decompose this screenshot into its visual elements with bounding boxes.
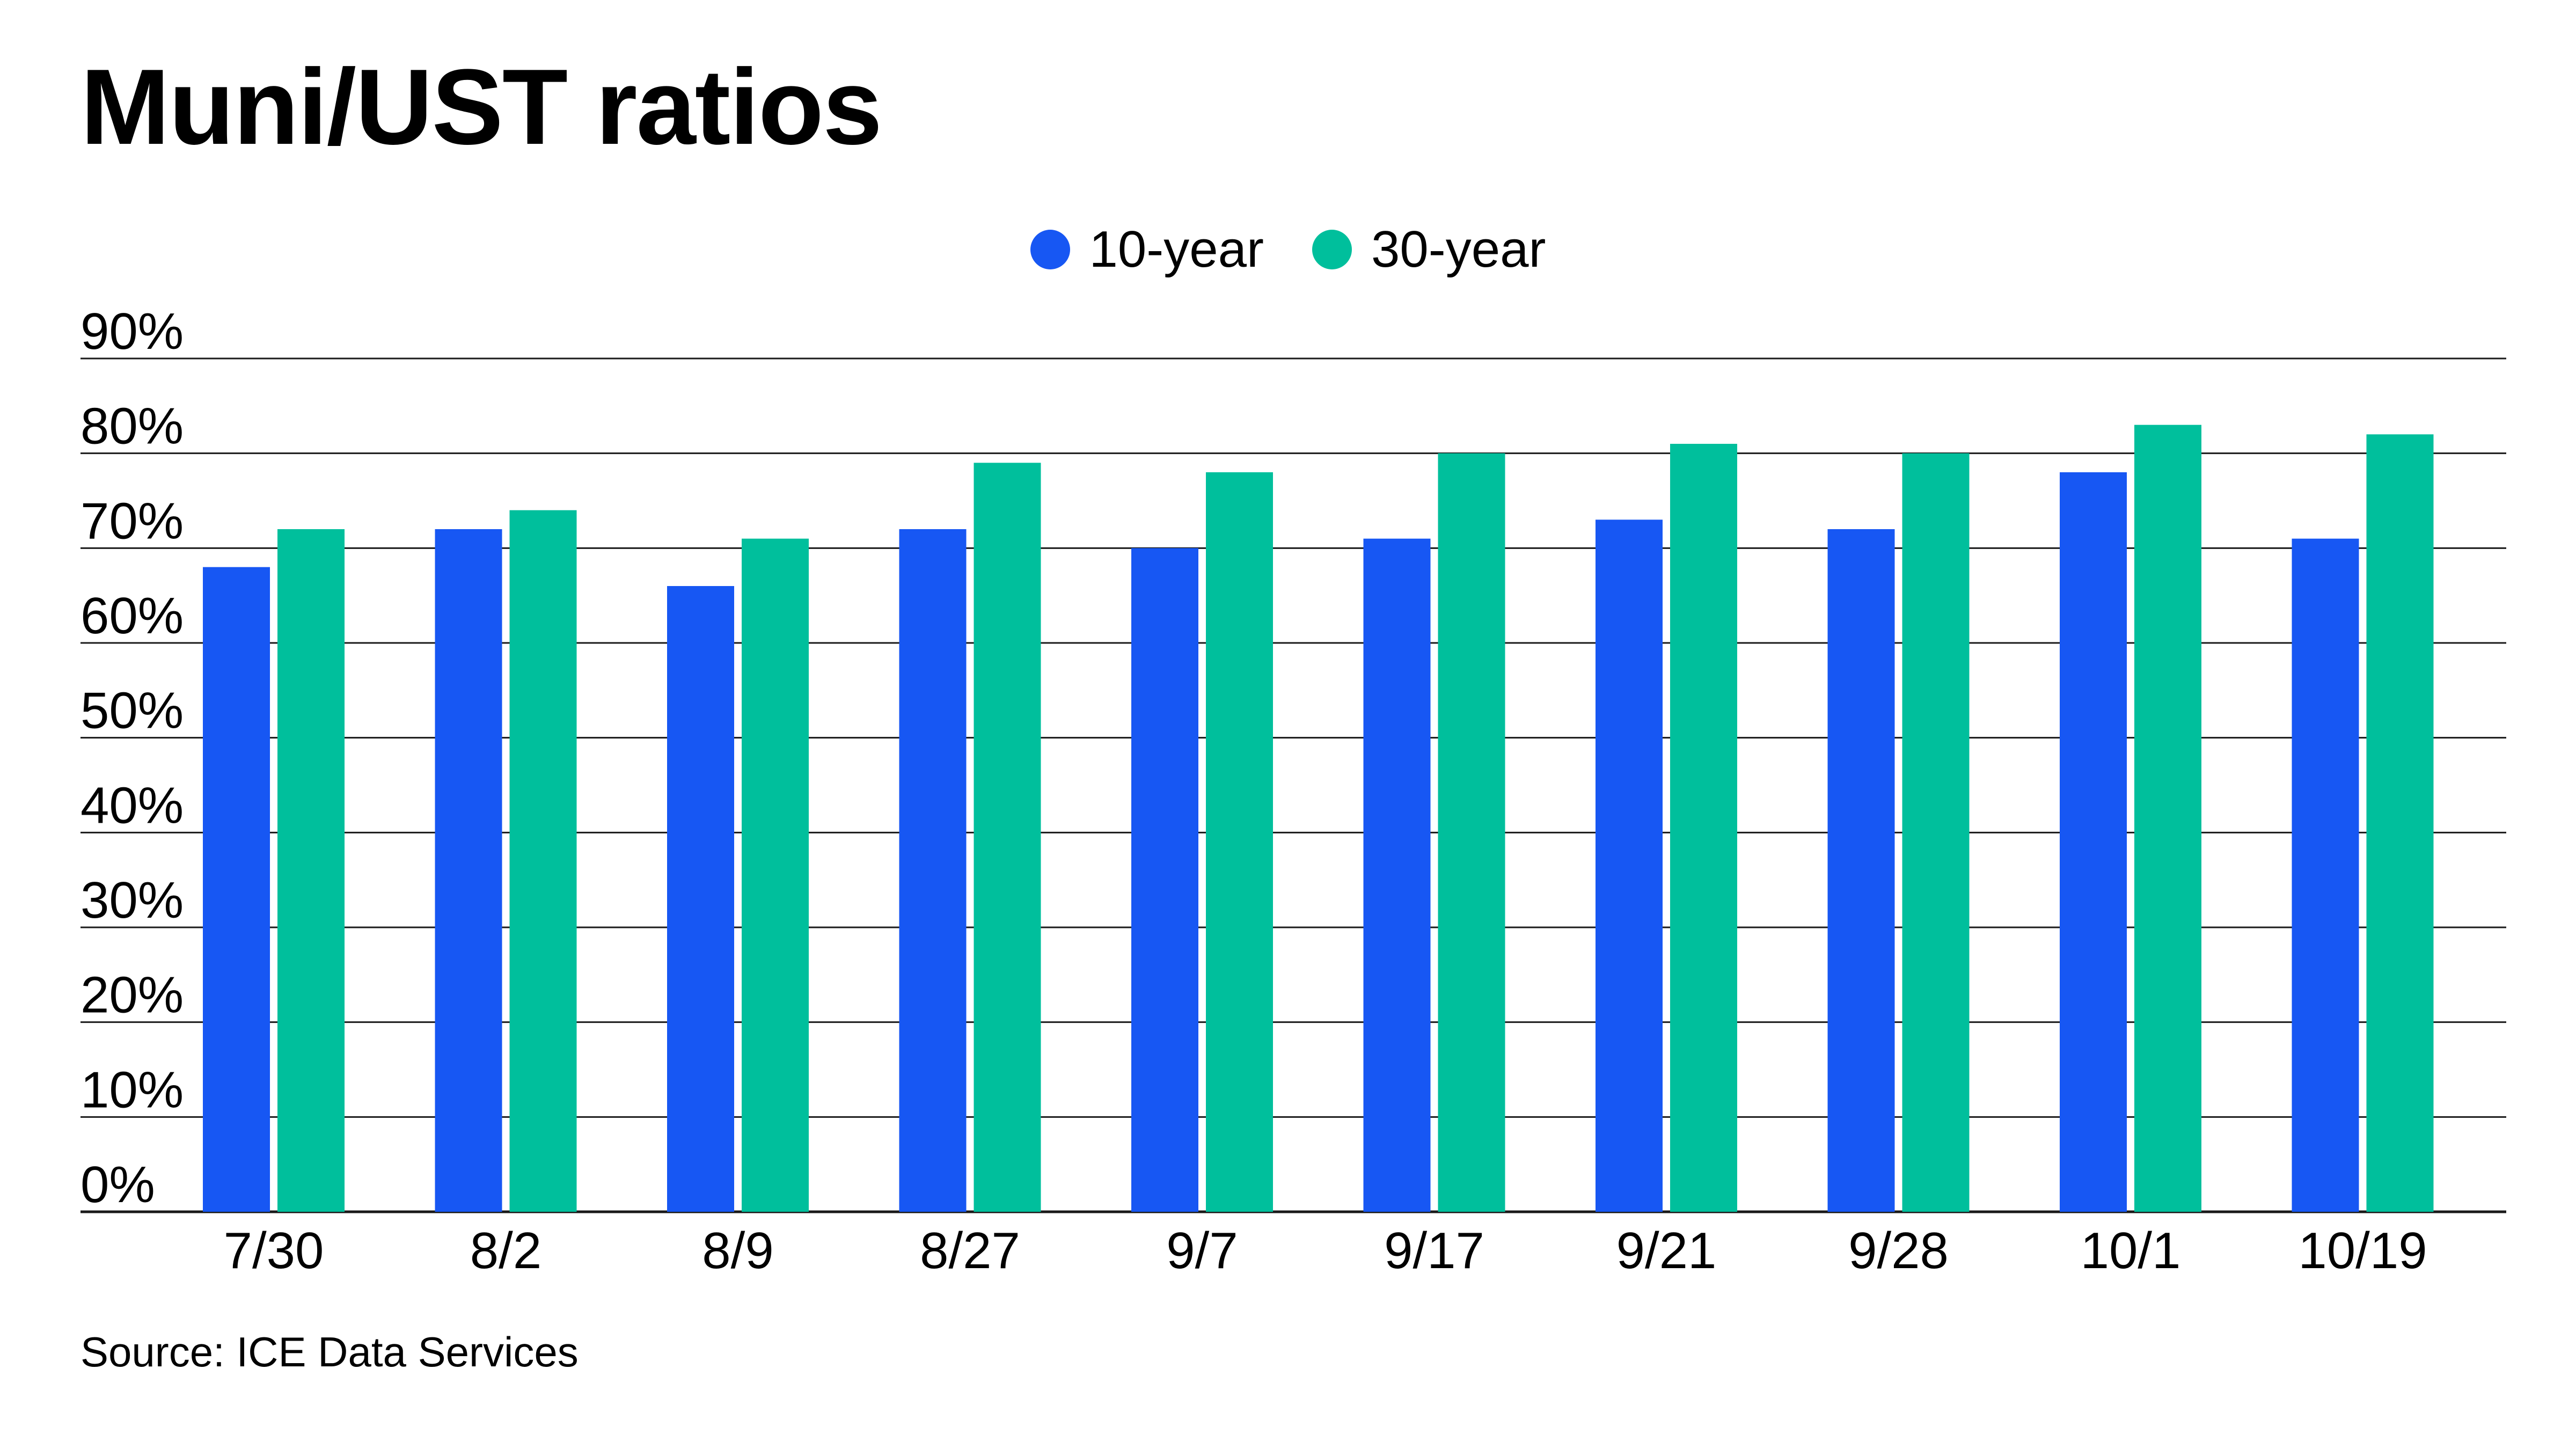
- bar-10-year-9-7[interactable]: [1131, 548, 1198, 1212]
- x-tick-label: 8/9: [702, 1222, 773, 1279]
- y-tick-label: 80%: [80, 398, 184, 455]
- source-note: Source: ICE Data Services: [80, 1328, 579, 1375]
- legend-item-10-year[interactable]: 10-year: [1030, 224, 1264, 275]
- legend-swatch-10-year: [1030, 230, 1070, 269]
- y-tick-label: 90%: [80, 303, 184, 360]
- x-tick-label: 9/17: [1384, 1222, 1484, 1279]
- bar-10-year-8-2[interactable]: [435, 529, 502, 1212]
- bar-30-year-8-27[interactable]: [974, 463, 1041, 1212]
- bar-30-year-10-1[interactable]: [2134, 425, 2201, 1212]
- x-tick-label: 8/2: [470, 1222, 541, 1279]
- bar-10-year-10-1[interactable]: [2060, 472, 2127, 1212]
- legend-swatch-30-year: [1312, 230, 1352, 269]
- y-tick-label: 40%: [80, 777, 184, 834]
- bar-30-year-10-19[interactable]: [2366, 434, 2434, 1212]
- legend: 10-year 30-year: [0, 217, 2576, 282]
- y-tick-label: 50%: [80, 682, 184, 740]
- legend-label-30-year: 30-year: [1371, 221, 1546, 278]
- bar-10-year-9-28[interactable]: [1827, 529, 1895, 1212]
- x-tick-label: 9/28: [1848, 1222, 1949, 1279]
- y-tick-label: 20%: [80, 967, 184, 1024]
- bar-30-year-7-30[interactable]: [277, 529, 345, 1212]
- x-tick-label: 9/7: [1166, 1222, 1238, 1279]
- y-tick-label: 30%: [80, 872, 184, 929]
- bar-30-year-8-9[interactable]: [742, 538, 809, 1212]
- bar-10-year-8-27[interactable]: [899, 529, 967, 1212]
- bar-10-year-9-21[interactable]: [1596, 519, 1663, 1212]
- bar-30-year-9-17[interactable]: [1438, 453, 1505, 1212]
- bar-10-year-7-30[interactable]: [203, 567, 270, 1212]
- bar-30-year-8-2[interactable]: [509, 510, 577, 1212]
- y-tick-label: 0%: [80, 1156, 155, 1213]
- x-tick-label: 7/30: [224, 1222, 324, 1279]
- chart-title: Muni/UST ratios: [80, 47, 882, 167]
- axes: 0% 10% 20% 30% 40% 50% 60% 70% 80% 90% 7/30 8/2 8/9 8…: [80, 303, 2427, 1279]
- bar-10-year-10-19[interactable]: [2292, 538, 2359, 1212]
- x-tick-label: 10/1: [2081, 1222, 2181, 1279]
- x-tick-label: 8/27: [920, 1222, 1020, 1279]
- bar-10-year-8-9[interactable]: [667, 586, 734, 1212]
- y-tick-label: 60%: [80, 587, 184, 645]
- y-tick-label: 10%: [80, 1061, 184, 1118]
- y-tick-label: 70%: [80, 492, 184, 550]
- legend-item-30-year[interactable]: 30-year: [1312, 224, 1546, 275]
- bar-30-year-9-28[interactable]: [1902, 453, 1970, 1212]
- bar-30-year-9-21[interactable]: [1670, 444, 1737, 1212]
- x-tick-label: 10/19: [2298, 1222, 2427, 1279]
- x-tick-label: 9/21: [1616, 1222, 1717, 1279]
- legend-label-10-year: 10-year: [1089, 221, 1264, 278]
- bar-10-year-9-17[interactable]: [1363, 538, 1431, 1212]
- bars: [203, 425, 2434, 1212]
- bar-30-year-9-7[interactable]: [1206, 472, 1273, 1212]
